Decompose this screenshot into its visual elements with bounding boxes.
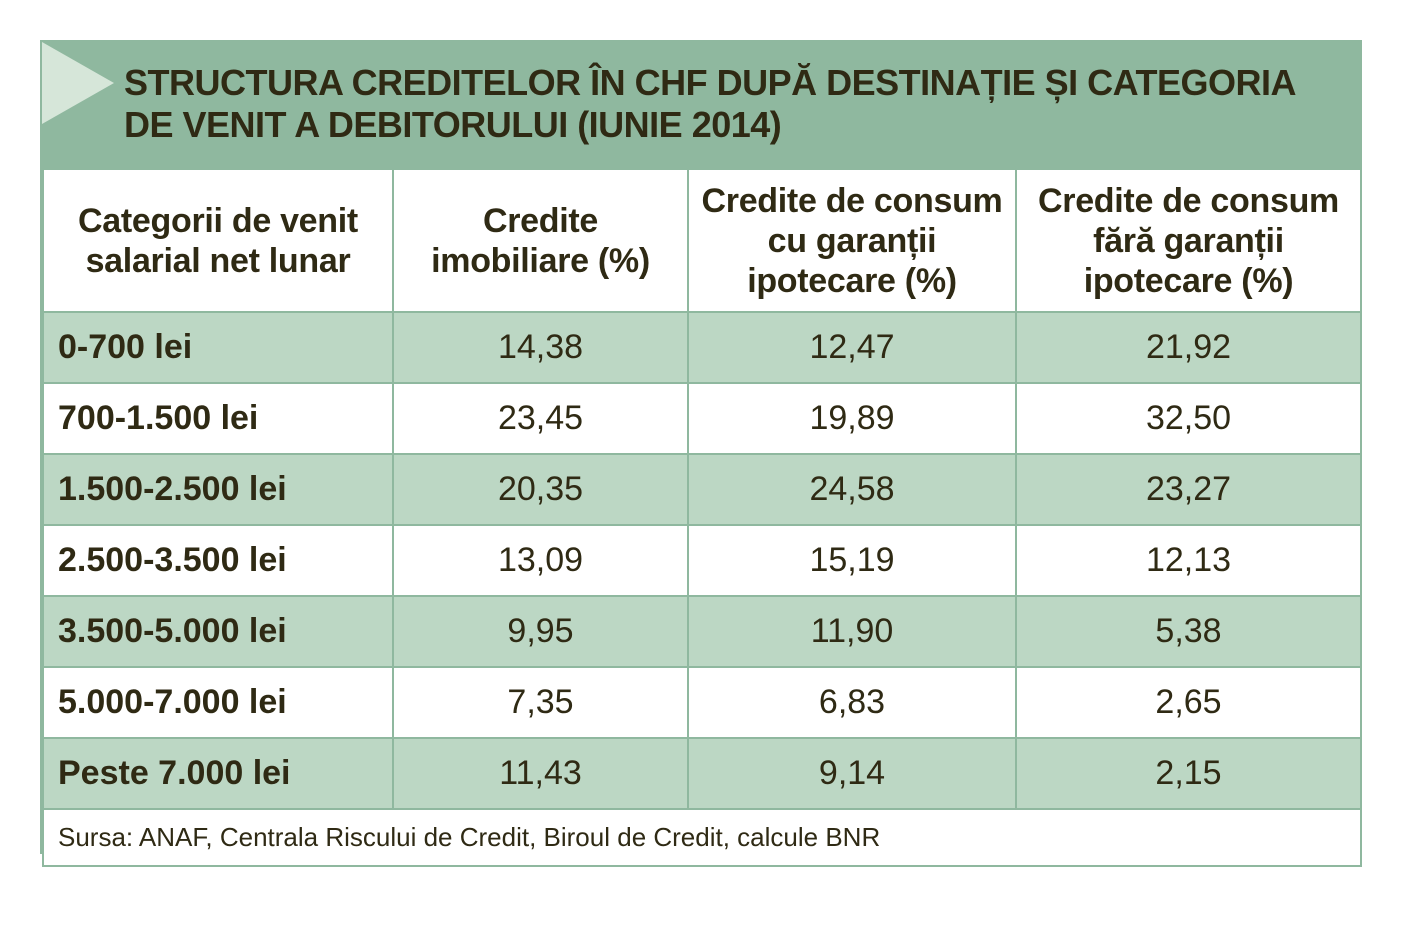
cell-consumer-unsecured: 5,38 xyxy=(1015,595,1362,668)
cell-mortgage: 13,09 xyxy=(392,524,689,597)
row-category: 1.500-2.500 lei xyxy=(42,453,394,526)
table-card: STRUCTURA CREDITELOR ÎN CHF DUPĂ DESTINA… xyxy=(40,40,1362,867)
cell-consumer-unsecured: 21,92 xyxy=(1015,311,1362,384)
row-category: 0-700 lei xyxy=(42,311,394,384)
table-row: Peste 7.000 lei 11,43 9,14 2,15 xyxy=(42,737,1362,810)
cell-consumer-unsecured: 12,13 xyxy=(1015,524,1362,597)
table-row: 0-700 lei 14,38 12,47 21,92 xyxy=(42,311,1362,384)
table-row: 3.500-5.000 lei 9,95 11,90 5,38 xyxy=(42,595,1362,668)
table-row: 2.500-3.500 lei 13,09 15,19 12,13 xyxy=(42,524,1362,597)
table-row: 5.000-7.000 lei 7,35 6,83 2,65 xyxy=(42,666,1362,739)
row-category: 5.000-7.000 lei xyxy=(42,666,394,739)
row-category: 3.500-5.000 lei xyxy=(42,595,394,668)
cell-consumer-secured: 9,14 xyxy=(687,737,1017,810)
cell-mortgage: 11,43 xyxy=(392,737,689,810)
cell-consumer-secured: 6,83 xyxy=(687,666,1017,739)
cell-consumer-secured: 11,90 xyxy=(687,595,1017,668)
cell-mortgage: 14,38 xyxy=(392,311,689,384)
column-header-category: Categorii de venit salarial net lunar xyxy=(42,168,394,313)
source-row: Sursa: ANAF, Centrala Riscului de Credit… xyxy=(42,808,1362,867)
row-category: 2.500-3.500 lei xyxy=(42,524,394,597)
cell-mortgage: 20,35 xyxy=(392,453,689,526)
cell-mortgage: 9,95 xyxy=(392,595,689,668)
table-row: 1.500-2.500 lei 20,35 24,58 23,27 xyxy=(42,453,1362,526)
cell-mortgage: 23,45 xyxy=(392,382,689,455)
row-category: Peste 7.000 lei xyxy=(42,737,394,810)
triangle-arrow-icon xyxy=(42,42,114,124)
cell-consumer-unsecured: 2,15 xyxy=(1015,737,1362,810)
cell-consumer-unsecured: 32,50 xyxy=(1015,382,1362,455)
source-note: Sursa: ANAF, Centrala Riscului de Credit… xyxy=(42,808,1362,867)
cell-consumer-secured: 12,47 xyxy=(687,311,1017,384)
cell-consumer-secured: 19,89 xyxy=(687,382,1017,455)
row-category: 700-1.500 lei xyxy=(42,382,394,455)
cell-consumer-secured: 24,58 xyxy=(687,453,1017,526)
table-title: STRUCTURA CREDITELOR ÎN CHF DUPĂ DESTINA… xyxy=(124,62,1295,145)
column-header-consumer-unsecured: Credite de consum fără garanții ipotecar… xyxy=(1015,168,1362,313)
cell-consumer-unsecured: 2,65 xyxy=(1015,666,1362,739)
data-table: Categorii de venit salarial net lunar Cr… xyxy=(42,168,1362,867)
header-row: Categorii de venit salarial net lunar Cr… xyxy=(42,168,1362,313)
title-bar: STRUCTURA CREDITELOR ÎN CHF DUPĂ DESTINA… xyxy=(42,42,1360,168)
cell-consumer-unsecured: 23,27 xyxy=(1015,453,1362,526)
cell-consumer-secured: 15,19 xyxy=(687,524,1017,597)
column-header-mortgage: Credite imobiliare (%) xyxy=(392,168,689,313)
table-row: 700-1.500 lei 23,45 19,89 32,50 xyxy=(42,382,1362,455)
cell-mortgage: 7,35 xyxy=(392,666,689,739)
column-header-consumer-secured: Credite de consum cu garanții ipotecare … xyxy=(687,168,1017,313)
